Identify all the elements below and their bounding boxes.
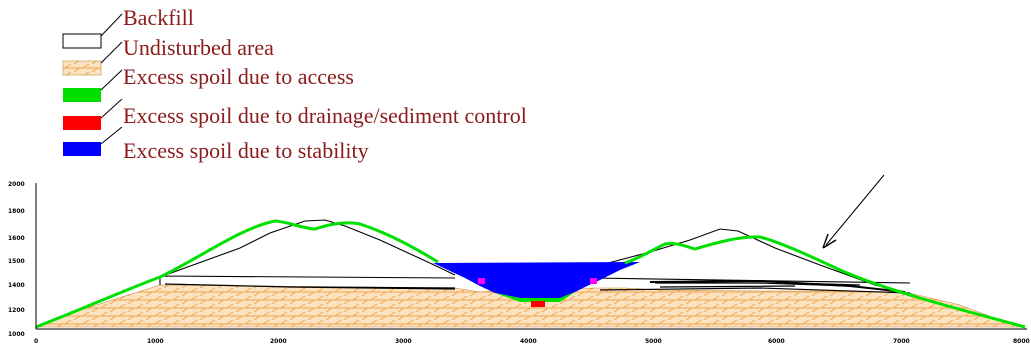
access-spoil-bottom	[495, 292, 575, 302]
x-tick-label: 3000	[395, 338, 412, 345]
legend-swatch-backfill	[62, 33, 102, 49]
x-tick-label: 8000	[1013, 338, 1030, 345]
y-tick-label: 1000	[8, 331, 25, 338]
legend-leader-access	[100, 69, 123, 91]
legend-swatch-drainage	[63, 116, 101, 130]
x-tick-label: 6000	[768, 338, 785, 345]
highlight-marker-right	[590, 278, 597, 284]
legend: Backfill Undisturbed area Excess spoil d…	[62, 5, 527, 163]
y-tick-label: 1400	[8, 282, 25, 289]
y-tick-labels: 2000 1800 1600 1500 1400 1200 1000	[8, 181, 25, 338]
legend-label-drainage: Excess spoil due to drainage/sediment co…	[123, 103, 527, 128]
drainage-spoil-area	[531, 301, 545, 307]
legend-swatch-undisturbed	[62, 60, 102, 76]
legend-leader-undisturbed	[100, 41, 123, 64]
y-tick-label: 1200	[8, 307, 25, 314]
legend-label-access: Excess spoil due to access	[123, 64, 354, 89]
legend-leader-drainage	[100, 98, 123, 119]
ground-contour-thick	[649, 279, 906, 293]
y-tick-label: 1800	[8, 208, 25, 215]
legend-swatch-access	[63, 88, 101, 102]
access-spoil-line	[35, 219, 1026, 329]
ground-contour-lines	[164, 282, 911, 294]
x-tick-label: 1000	[147, 338, 164, 345]
y-tick-label: 1500	[8, 258, 25, 265]
x-tick-label: 7000	[893, 338, 910, 345]
x-tick-label: 4000	[520, 338, 537, 345]
legend-label-stability: Excess spoil due to stability	[123, 138, 369, 163]
y-tick-label: 2000	[8, 181, 25, 188]
y-tick-label: 1600	[8, 235, 25, 242]
legend-label-backfill: Backfill	[123, 5, 194, 30]
x-tick-label: 5000	[645, 338, 662, 345]
legend-swatch-stability	[63, 142, 101, 156]
highlight-marker-left	[478, 278, 485, 284]
x-tick-labels: 0 1000 2000 3000 4000 5000 6000 7000 800…	[34, 338, 1030, 345]
legend-label-undisturbed: Undisturbed area	[123, 35, 274, 60]
x-tick-label: 0	[34, 338, 38, 345]
legend-leader-backfill	[100, 13, 123, 37]
arrow-icon	[822, 174, 885, 249]
x-tick-label: 2000	[270, 338, 287, 345]
stability-spoil-area	[433, 262, 640, 298]
legend-leader-stability	[100, 126, 123, 145]
